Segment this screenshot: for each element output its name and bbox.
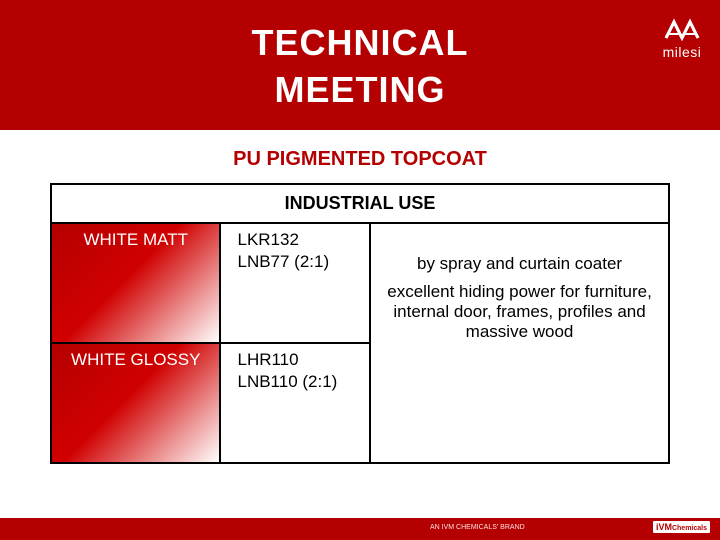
row-label: WHITE MATT: [51, 223, 220, 343]
brand-logo: milesi: [662, 14, 702, 60]
footer-logo-sub: Chemicals: [672, 525, 707, 532]
row-codes: LHR110 LNB110 (2:1): [220, 343, 370, 463]
header-bar: TECHNICAL MEETING milesi: [0, 0, 720, 130]
title-line-1: TECHNICAL: [0, 20, 720, 67]
row-codes: LKR132 LNB77 (2:1): [220, 223, 370, 343]
code-item: LNB77 (2:1): [225, 252, 365, 272]
footer-logo-main: iVM: [656, 522, 672, 532]
description-cell: by spray and curtain coater excellent hi…: [370, 223, 669, 463]
footer-left-text: AN IVM CHEMICALS' BRAND: [430, 524, 525, 531]
footer-logo: iVMChemicals: [653, 521, 710, 533]
row-label: WHITE GLOSSY: [51, 343, 220, 463]
code-text: LKR132: [237, 230, 298, 249]
logo-text: milesi: [662, 44, 702, 60]
slide: TECHNICAL MEETING milesi PU PIGMENTED TO…: [0, 0, 720, 540]
code-item: LHR110: [225, 350, 365, 370]
footer-bar: AN IVM CHEMICALS' BRAND iVMChemicals: [0, 518, 720, 540]
code-item: LKR132: [225, 230, 365, 250]
table-header: INDUSTRIAL USE: [51, 184, 669, 223]
code-item: LNB110 (2:1): [225, 372, 365, 392]
logo-mark-icon: [662, 14, 702, 42]
page-title: TECHNICAL MEETING: [0, 20, 720, 114]
description-line-1: by spray and curtain coater: [383, 254, 656, 274]
code-text: LNB77 (2:1): [237, 252, 329, 271]
title-line-2: MEETING: [0, 67, 720, 114]
code-text: LHR110: [237, 350, 298, 369]
footer-logo-box: iVMChemicals: [653, 521, 710, 533]
code-text: LNB110 (2:1): [237, 372, 337, 391]
subtitle: PU PIGMENTED TOPCOAT: [0, 148, 720, 171]
product-table: INDUSTRIAL USE WHITE MATT LKR132 LNB77 (…: [50, 183, 670, 464]
description-line-2: excellent hiding power for furniture, in…: [383, 282, 656, 342]
